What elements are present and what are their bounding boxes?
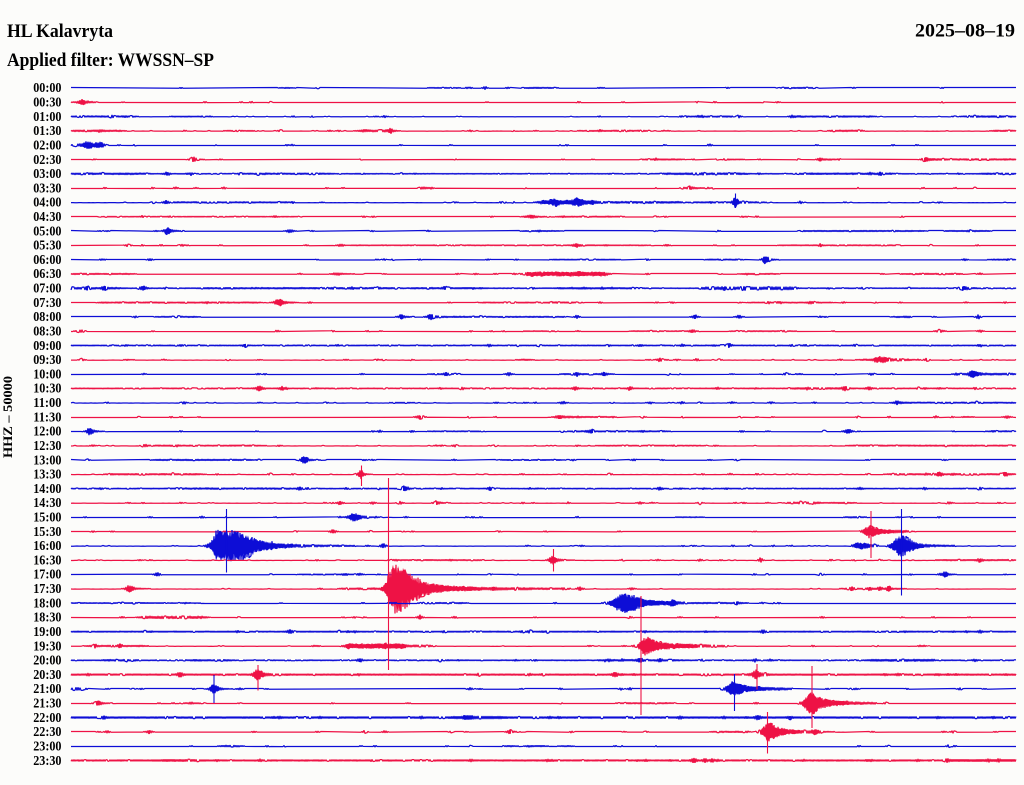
- svg-text:12:30: 12:30: [33, 438, 62, 453]
- svg-text:08:30: 08:30: [33, 324, 62, 339]
- svg-text:00:30: 00:30: [33, 95, 62, 110]
- svg-text:21:00: 21:00: [33, 681, 62, 696]
- svg-text:06:30: 06:30: [33, 266, 62, 281]
- svg-text:09:30: 09:30: [33, 352, 62, 367]
- svg-text:09:00: 09:00: [33, 338, 62, 353]
- svg-text:16:30: 16:30: [33, 552, 62, 567]
- svg-text:04:30: 04:30: [33, 209, 62, 224]
- svg-text:21:30: 21:30: [33, 696, 62, 711]
- svg-text:18:30: 18:30: [33, 610, 62, 625]
- svg-text:19:30: 19:30: [33, 638, 62, 653]
- svg-text:07:30: 07:30: [33, 295, 62, 310]
- svg-text:01:00: 01:00: [33, 109, 62, 124]
- svg-text:18:00: 18:00: [33, 595, 62, 610]
- svg-text:17:30: 17:30: [33, 581, 62, 596]
- svg-text:04:00: 04:00: [33, 195, 62, 210]
- svg-text:07:00: 07:00: [33, 281, 62, 296]
- svg-text:23:00: 23:00: [33, 739, 62, 754]
- svg-text:13:30: 13:30: [33, 467, 62, 482]
- svg-text:Applied filter: WWSSN–SP: Applied filter: WWSSN–SP: [7, 50, 214, 71]
- svg-text:20:00: 20:00: [33, 653, 62, 668]
- svg-text:23:30: 23:30: [33, 753, 62, 768]
- svg-text:2025–08–19: 2025–08–19: [915, 21, 1015, 42]
- svg-text:13:00: 13:00: [33, 452, 62, 467]
- svg-text:20:30: 20:30: [33, 667, 62, 682]
- svg-text:HHZ – 50000: HHZ – 50000: [0, 376, 15, 458]
- svg-text:15:00: 15:00: [33, 510, 62, 525]
- svg-text:02:30: 02:30: [33, 152, 62, 167]
- svg-text:10:00: 10:00: [33, 366, 62, 381]
- svg-text:19:00: 19:00: [33, 624, 62, 639]
- svg-text:HL Kalavryta: HL Kalavryta: [7, 21, 113, 42]
- svg-text:00:00: 00:00: [33, 80, 62, 95]
- svg-text:05:30: 05:30: [33, 238, 62, 253]
- svg-text:03:30: 03:30: [33, 180, 62, 195]
- svg-text:11:30: 11:30: [33, 409, 62, 424]
- svg-text:22:00: 22:00: [33, 710, 62, 725]
- svg-text:14:00: 14:00: [33, 481, 62, 496]
- svg-text:11:00: 11:00: [33, 395, 62, 410]
- svg-text:03:00: 03:00: [33, 166, 62, 181]
- svg-text:22:30: 22:30: [33, 724, 62, 739]
- svg-text:15:30: 15:30: [33, 524, 62, 539]
- svg-text:14:30: 14:30: [33, 495, 62, 510]
- svg-text:17:00: 17:00: [33, 567, 62, 582]
- svg-text:10:30: 10:30: [33, 381, 62, 396]
- svg-text:06:00: 06:00: [33, 252, 62, 267]
- svg-text:16:00: 16:00: [33, 538, 62, 553]
- svg-text:12:00: 12:00: [33, 424, 62, 439]
- svg-text:01:30: 01:30: [33, 123, 62, 138]
- svg-text:05:00: 05:00: [33, 223, 62, 238]
- svg-text:08:00: 08:00: [33, 309, 62, 324]
- svg-text:02:00: 02:00: [33, 137, 62, 152]
